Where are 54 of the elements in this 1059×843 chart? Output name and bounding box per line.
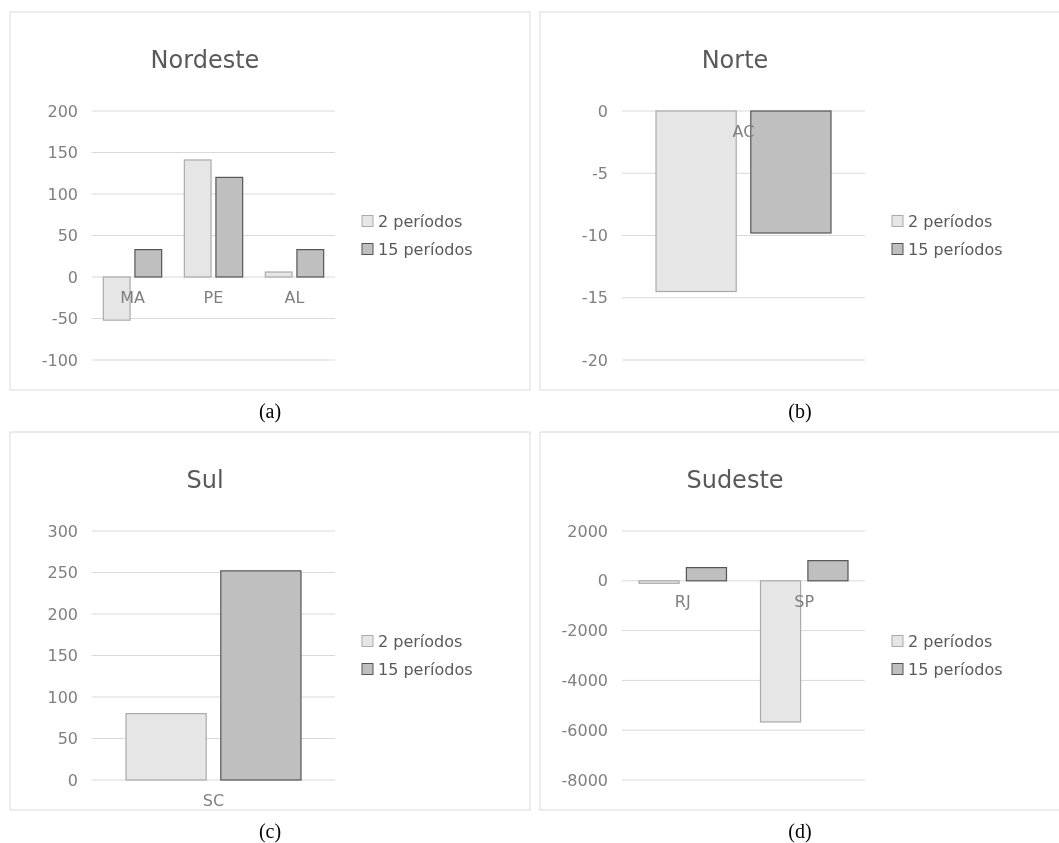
y-tick-label: -2000 bbox=[561, 621, 608, 641]
y-tick-label: 0 bbox=[597, 101, 608, 121]
x-tick-label: SC bbox=[202, 791, 225, 810]
y-tick-label: -5 bbox=[592, 163, 608, 183]
y-tick-label: -100 bbox=[41, 350, 78, 370]
y-tick-label: 100 bbox=[47, 687, 78, 707]
bar bbox=[685, 567, 728, 582]
y-tick-label: 50 bbox=[57, 226, 78, 246]
chart-title: Sul bbox=[186, 466, 224, 494]
bar bbox=[264, 271, 293, 278]
bar bbox=[215, 176, 244, 278]
y-tick-label: -6000 bbox=[561, 720, 608, 740]
bar bbox=[134, 249, 163, 278]
legend-label: 2 períodos bbox=[378, 631, 463, 651]
x-tick-label: AL bbox=[284, 288, 305, 307]
text: (d) bbox=[788, 820, 812, 843]
chart-title: Norte bbox=[701, 46, 769, 74]
y-tick-label: -50 bbox=[51, 309, 78, 329]
legend-label: 15 períodos bbox=[378, 239, 473, 259]
y-tick-label: 250 bbox=[47, 563, 78, 583]
y-tick-label: 200 bbox=[47, 101, 78, 121]
chart-title: Sudeste bbox=[686, 466, 784, 494]
y-tick-label: 100 bbox=[47, 184, 78, 204]
legend-label: 2 períodos bbox=[378, 211, 463, 231]
legend-label: 2 períodos bbox=[908, 631, 993, 651]
y-tick-label: -4000 bbox=[561, 671, 608, 691]
bar bbox=[638, 580, 680, 584]
legend-label: 15 períodos bbox=[908, 659, 1003, 679]
y-tick-label: 0 bbox=[67, 267, 78, 287]
y-tick-label: -20 bbox=[581, 350, 608, 370]
y-tick-label: 0 bbox=[67, 770, 78, 790]
y-tick-label: -15 bbox=[581, 288, 608, 308]
chart-title: Nordeste bbox=[150, 46, 260, 74]
y-tick-label: 50 bbox=[57, 729, 78, 749]
bar bbox=[807, 560, 849, 582]
y-tick-label: 200 bbox=[47, 604, 78, 624]
y-tick-label: 150 bbox=[47, 143, 78, 163]
x-tick-label: PE bbox=[203, 288, 224, 307]
text: (c) bbox=[258, 820, 282, 843]
x-tick-label: MA bbox=[120, 288, 145, 307]
legend-label: 2 períodos bbox=[908, 211, 993, 231]
y-tick-label: 0 bbox=[597, 571, 608, 591]
x-tick-label: RJ bbox=[674, 591, 691, 611]
text: (b) bbox=[788, 400, 812, 423]
bar bbox=[296, 249, 325, 278]
y-tick-label: 300 bbox=[47, 521, 78, 541]
bar bbox=[183, 159, 212, 278]
text: (a) bbox=[258, 400, 282, 423]
legend-label: 15 períodos bbox=[908, 239, 1003, 259]
y-tick-label: 2000 bbox=[567, 521, 608, 541]
legend-label: 15 períodos bbox=[378, 659, 473, 679]
y-tick-label: 150 bbox=[47, 646, 78, 666]
y-tick-label: -8000 bbox=[561, 770, 608, 790]
y-tick-label: -10 bbox=[581, 226, 608, 246]
